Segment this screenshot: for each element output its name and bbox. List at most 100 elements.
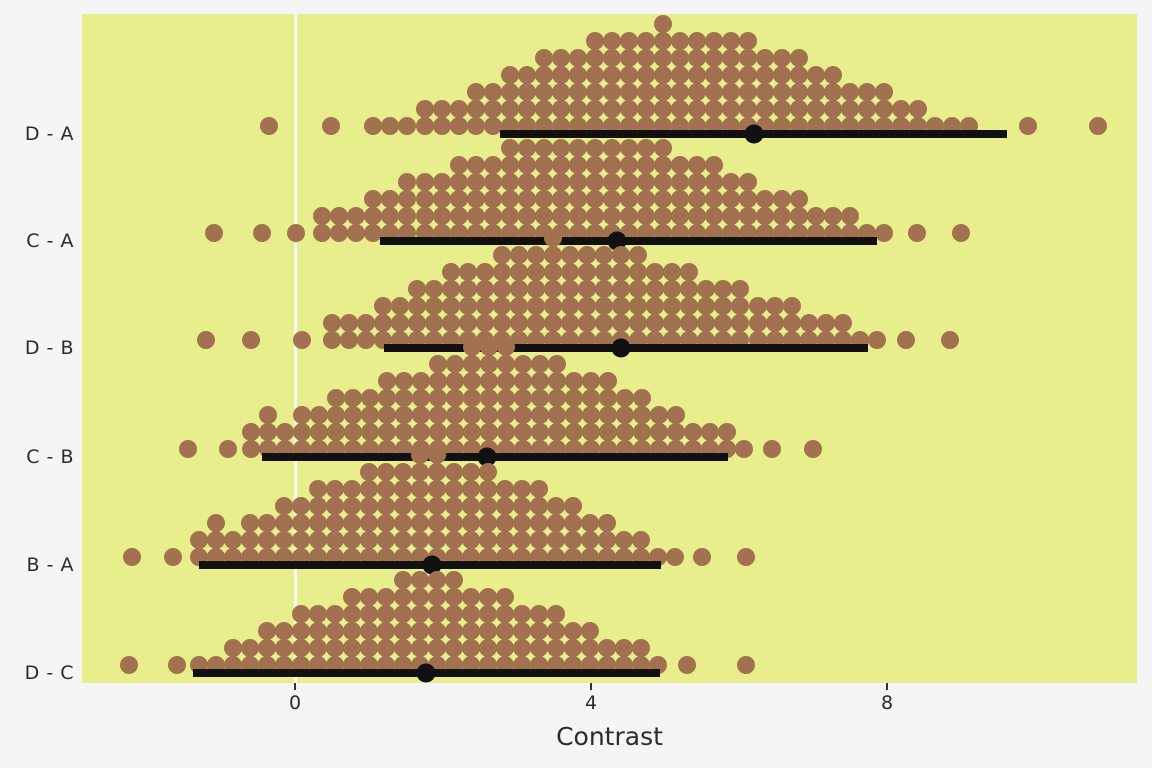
data-dot <box>325 514 344 532</box>
data-dot <box>616 406 635 424</box>
data-dot <box>415 207 434 225</box>
data-dot <box>632 639 651 657</box>
data-dot <box>123 548 142 566</box>
data-dot <box>493 297 512 315</box>
data-dot <box>428 588 447 606</box>
data-dot <box>466 83 485 101</box>
data-dot <box>551 139 570 157</box>
data-dot <box>517 100 536 118</box>
data-dot <box>678 656 697 674</box>
data-dot <box>799 314 818 332</box>
data-dot <box>633 423 652 441</box>
data-dot <box>687 173 706 191</box>
data-dot <box>667 406 686 424</box>
data-dot <box>704 100 723 118</box>
data-dot <box>789 100 808 118</box>
data-dot <box>411 514 430 532</box>
data-dot <box>581 622 600 640</box>
plot-panel <box>82 14 1137 683</box>
data-dot <box>738 49 757 67</box>
data-dot <box>687 49 706 67</box>
data-dot <box>411 406 430 424</box>
data-dot <box>561 263 580 281</box>
data-dot <box>721 49 740 67</box>
data-dot <box>687 100 706 118</box>
data-dot <box>189 531 208 549</box>
data-dot <box>568 66 587 84</box>
data-dot <box>394 588 413 606</box>
data-dot <box>466 100 485 118</box>
data-dot <box>496 355 515 373</box>
data-dot <box>394 480 413 498</box>
data-dot <box>615 639 634 657</box>
data-dot <box>789 49 808 67</box>
data-dot <box>479 639 498 657</box>
data-dot <box>325 639 344 657</box>
data-dot <box>564 423 583 441</box>
data-dot <box>445 463 464 481</box>
data-dot <box>381 207 400 225</box>
y-tick-label-d-b: D - B <box>24 337 74 359</box>
data-dot <box>568 173 587 191</box>
data-dot <box>364 190 383 208</box>
data-dot <box>462 588 481 606</box>
data-dot <box>347 207 366 225</box>
data-dot <box>291 531 310 549</box>
data-dot <box>517 190 536 208</box>
x-tick-mark <box>294 683 296 690</box>
data-dot <box>551 207 570 225</box>
data-dot <box>701 423 720 441</box>
data-dot <box>653 66 672 84</box>
data-dot <box>595 297 614 315</box>
data-dot <box>629 297 648 315</box>
data-dot <box>445 423 464 441</box>
data-dot <box>568 207 587 225</box>
data-dot <box>510 297 529 315</box>
data-dot <box>206 514 225 532</box>
data-dot <box>223 531 242 549</box>
data-dot <box>513 605 532 623</box>
data-dot <box>483 173 502 191</box>
data-dot <box>411 446 430 464</box>
data-dot <box>449 100 468 118</box>
data-dot <box>459 263 478 281</box>
data-dot <box>466 117 485 135</box>
data-dot <box>483 100 502 118</box>
data-dot <box>534 190 553 208</box>
data-dot <box>432 173 451 191</box>
data-dot <box>462 338 481 356</box>
data-dot <box>496 622 515 640</box>
data-dot <box>738 207 757 225</box>
data-dot <box>598 531 617 549</box>
data-dot <box>755 100 774 118</box>
data-dot <box>428 622 447 640</box>
data-dot <box>547 514 566 532</box>
data-dot <box>612 314 631 332</box>
data-dot <box>309 423 328 441</box>
data-dot <box>163 548 182 566</box>
data-dot <box>374 314 393 332</box>
data-dot <box>687 207 706 225</box>
data-dot <box>718 423 737 441</box>
data-dot <box>530 639 549 657</box>
data-dot <box>411 372 430 390</box>
data-dot <box>1018 117 1037 135</box>
data-dot <box>394 372 413 390</box>
data-dot <box>466 207 485 225</box>
data-dot <box>653 15 672 33</box>
data-dot <box>510 246 529 264</box>
data-dot <box>629 263 648 281</box>
data-dot <box>398 207 417 225</box>
data-dot <box>670 83 689 101</box>
data-dot <box>343 423 362 441</box>
data-dot <box>292 406 311 424</box>
data-dot <box>602 49 621 67</box>
data-dot <box>704 173 723 191</box>
data-dot <box>360 605 378 623</box>
data-dot <box>619 83 638 101</box>
x-tick-label-8: 8 <box>880 692 894 714</box>
data-dot <box>568 156 587 174</box>
data-dot <box>428 355 447 373</box>
data-dot <box>459 280 478 298</box>
data-dot <box>670 100 689 118</box>
